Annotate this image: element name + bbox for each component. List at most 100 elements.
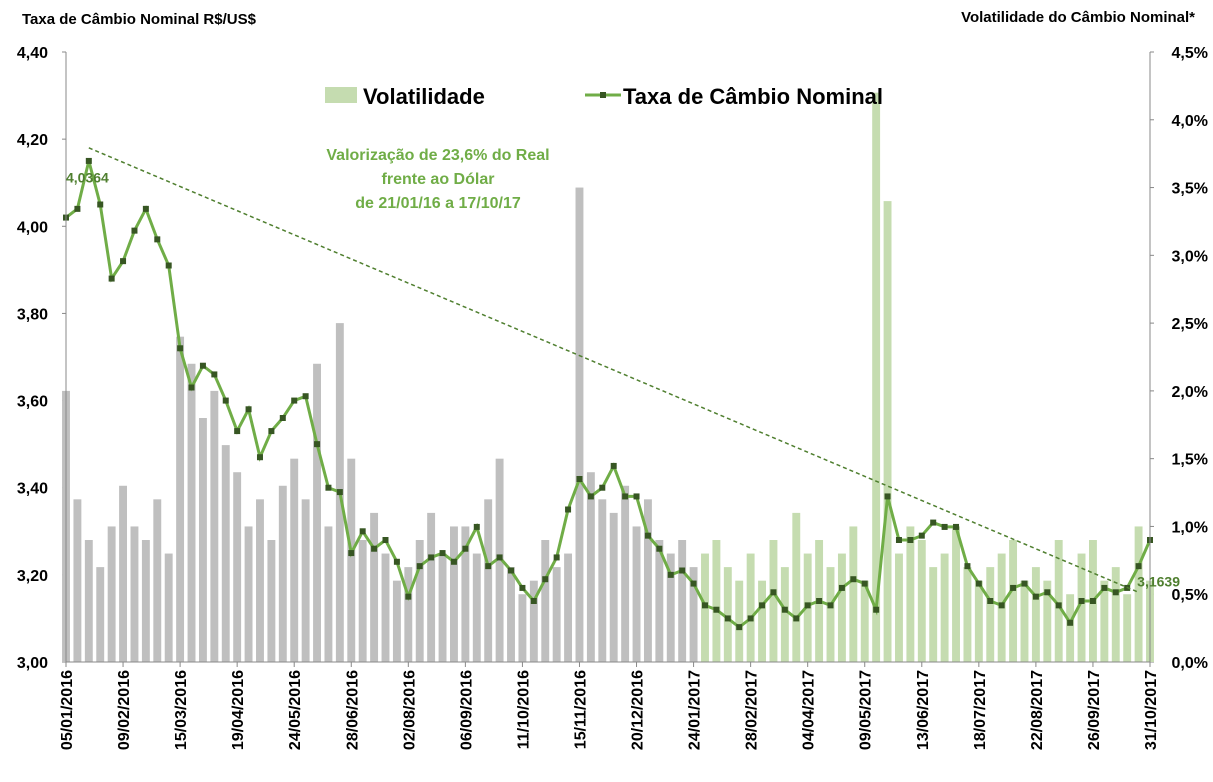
bar	[176, 336, 185, 662]
marker	[291, 397, 298, 404]
marker	[599, 484, 606, 491]
x-tick-label: 09/05/2017	[858, 670, 875, 750]
marker	[770, 589, 777, 596]
bar	[392, 580, 401, 662]
bar	[735, 580, 744, 662]
marker	[610, 462, 617, 469]
trend-line	[88, 147, 1139, 593]
bar	[267, 540, 276, 662]
legend-marker	[600, 92, 606, 98]
bar	[586, 472, 595, 662]
bar	[324, 526, 333, 662]
bar	[1054, 540, 1063, 662]
marker	[816, 598, 823, 604]
marker	[1010, 584, 1017, 591]
y-tick-label: 3,40	[17, 481, 48, 498]
bar	[278, 485, 287, 662]
marker	[1078, 598, 1085, 604]
marker	[987, 598, 994, 604]
marker	[188, 384, 195, 391]
marker	[975, 580, 982, 587]
marker	[622, 493, 629, 500]
marker	[336, 489, 343, 496]
marker	[405, 593, 412, 600]
x-tick-label: 24/01/2017	[687, 670, 704, 750]
x-tick-label: 26/09/2017	[1086, 670, 1103, 750]
marker	[724, 615, 731, 622]
marker	[953, 523, 960, 530]
y2-tick-label: 0,5%	[1172, 587, 1208, 604]
marker	[576, 476, 583, 482]
bar	[84, 540, 93, 662]
marker	[131, 227, 138, 234]
marker	[644, 532, 651, 539]
bar	[198, 418, 207, 662]
bar	[1100, 580, 1109, 662]
bar	[427, 512, 436, 662]
bar	[507, 567, 515, 662]
bar	[221, 445, 230, 662]
bar	[210, 390, 219, 662]
x-tick-label: 11/10/2016	[515, 670, 532, 749]
bar	[119, 485, 128, 662]
x-tick-label: 15/11/2016	[572, 670, 589, 749]
marker	[177, 345, 184, 352]
marker	[473, 523, 480, 530]
bar	[1066, 594, 1075, 662]
bar	[883, 201, 892, 662]
y-tick-label: 3,80	[17, 306, 48, 323]
point-label: 4,0364	[66, 169, 109, 185]
marker	[701, 602, 708, 609]
y-tick-label: 3,00	[17, 655, 48, 672]
marker	[314, 441, 321, 448]
x-tick-label: 31/10/2017	[1143, 670, 1160, 750]
marker	[1112, 589, 1119, 596]
bar	[370, 512, 379, 662]
marker	[393, 558, 400, 565]
bar	[233, 472, 242, 662]
x-tick-label: 15/03/2016	[173, 670, 190, 750]
bar	[415, 540, 424, 662]
marker	[142, 205, 149, 212]
y2-tick-label: 4,0%	[1172, 113, 1208, 130]
x-tick-label: 19/04/2016	[230, 670, 247, 750]
bar	[518, 594, 527, 662]
marker	[667, 571, 674, 578]
y-tick-label: 4,40	[17, 45, 48, 62]
legend-swatch	[325, 87, 357, 103]
marker	[1044, 589, 1051, 596]
x-tick-label: 20/12/2016	[630, 670, 647, 750]
bar	[1123, 594, 1132, 662]
marker	[439, 550, 446, 557]
y2-axis-title: Volatilidade do Câmbio Nominal*	[961, 9, 1195, 26]
bar	[666, 553, 675, 662]
x-tick-label: 18/07/2017	[972, 670, 989, 750]
marker	[895, 537, 902, 543]
bar	[1043, 580, 1052, 662]
bar	[929, 567, 938, 662]
marker	[964, 563, 971, 570]
marker	[747, 615, 754, 622]
x-tick-label: 04/04/2017	[801, 670, 818, 750]
marker	[918, 532, 925, 539]
marker	[496, 554, 503, 561]
marker	[348, 550, 355, 557]
marker	[850, 576, 857, 583]
marker	[165, 262, 172, 269]
bar	[461, 526, 470, 662]
marker	[382, 537, 389, 543]
marker	[1032, 593, 1039, 600]
marker	[690, 580, 697, 587]
legend-label: Volatilidade	[363, 84, 485, 109]
marker	[74, 205, 81, 212]
y2-tick-label: 2,5%	[1172, 316, 1208, 333]
y-tick-label: 3,60	[17, 394, 48, 411]
y-tick-label: 4,00	[17, 219, 48, 236]
bar	[438, 553, 447, 662]
bar	[141, 540, 150, 662]
marker	[234, 428, 241, 435]
y2-tick-label: 1,5%	[1172, 452, 1208, 469]
marker	[656, 545, 663, 552]
marker	[838, 584, 845, 591]
bar	[1009, 540, 1018, 662]
